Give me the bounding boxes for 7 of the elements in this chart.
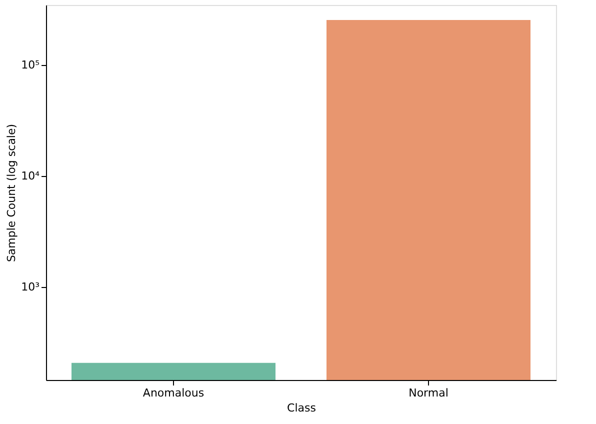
x-tick-label: Normal bbox=[408, 386, 448, 400]
x-axis-title: Class bbox=[287, 402, 316, 414]
x-tick-label: Anomalous bbox=[142, 386, 204, 400]
y-axis-title: Sample Count (log scale) bbox=[5, 124, 18, 262]
y-tick-label: 10³ bbox=[21, 280, 40, 294]
y-tick-label: 10⁵ bbox=[21, 58, 40, 72]
y-tick-label: 10⁴ bbox=[21, 169, 40, 182]
